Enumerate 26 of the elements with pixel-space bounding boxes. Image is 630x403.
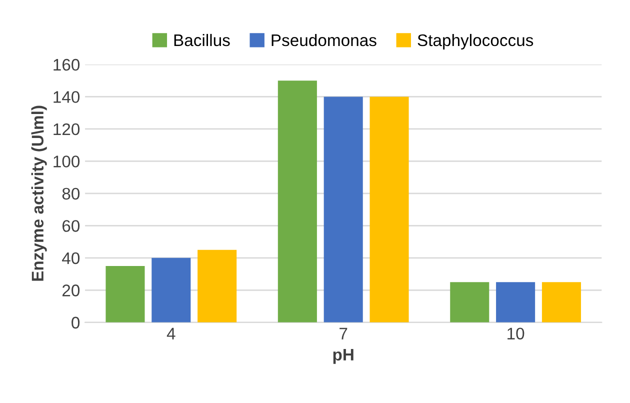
y-tick-label: 20 <box>62 284 80 296</box>
y-tick-label: 140 <box>54 91 80 103</box>
bar <box>106 266 145 322</box>
y-tick-label: 0 <box>72 316 80 329</box>
legend-label: Staphylococcus <box>418 34 534 50</box>
bar <box>198 250 237 322</box>
x-tick-label: 4 <box>166 328 176 340</box>
y-tick-label: 100 <box>54 156 80 168</box>
x-axis-title: pH <box>333 348 354 364</box>
bar <box>324 96 363 322</box>
y-tick-label: 120 <box>54 123 80 136</box>
bar <box>370 96 409 322</box>
x-tick-label: 10 <box>508 328 524 340</box>
legend-label: Bacillus <box>174 34 230 46</box>
bar <box>496 282 536 322</box>
y-tick-label: 160 <box>54 58 80 71</box>
legend-label: Pseudomonas <box>272 34 376 46</box>
y-tick-label: 60 <box>62 220 80 232</box>
bar <box>152 258 191 322</box>
bar <box>542 282 581 322</box>
y-axis-title: Enzyme activity (U\ml) <box>31 106 47 281</box>
y-tick-label: 80 <box>62 188 80 200</box>
y-tick-label: 40 <box>62 252 80 264</box>
bar <box>450 282 490 322</box>
x-tick-label: 7 <box>340 328 348 340</box>
bar <box>278 80 317 322</box>
